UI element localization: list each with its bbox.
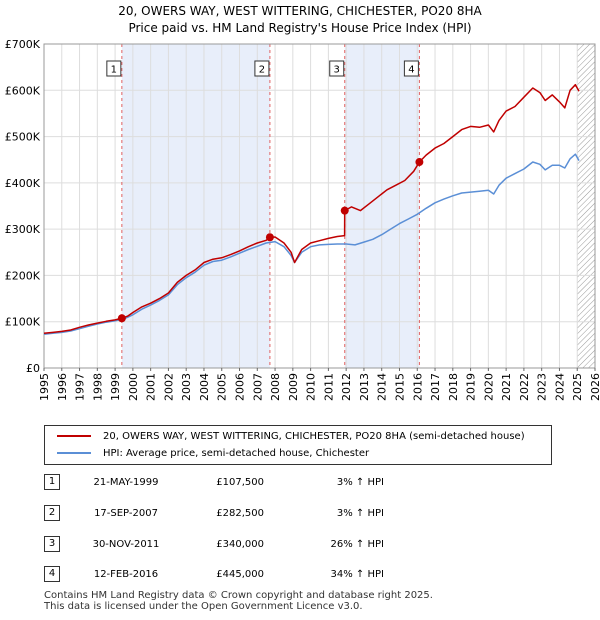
x-tick-label: 2005 bbox=[216, 373, 229, 401]
sale-point bbox=[117, 314, 126, 323]
x-tick-label: 2015 bbox=[393, 373, 406, 401]
x-tick-label: 2025 bbox=[571, 373, 584, 401]
x-tick-label: 1997 bbox=[74, 373, 87, 401]
transaction-row: 3 30-NOV-2011 £340,000 26% ↑ HPI bbox=[44, 536, 564, 554]
transaction-number: 4 bbox=[44, 566, 60, 582]
x-tick-label: 2023 bbox=[536, 373, 549, 401]
y-tick-label: £100K bbox=[5, 316, 41, 329]
y-tick-label: £500K bbox=[5, 131, 41, 144]
x-tick-label: 2011 bbox=[322, 373, 335, 401]
transaction-row: 1 21-MAY-1999 £107,500 3% ↑ HPI bbox=[44, 474, 564, 492]
transaction-price: £107,500 bbox=[216, 477, 264, 488]
sale-marker-box bbox=[254, 60, 270, 77]
legend-item-hpi: HPI: Average price, semi-detached house,… bbox=[57, 446, 369, 462]
x-tick-label: 2003 bbox=[180, 373, 193, 401]
x-tick-label: 2021 bbox=[500, 373, 513, 401]
x-tick-label: 2004 bbox=[198, 373, 211, 401]
footer-copyright: Contains HM Land Registry data © Crown c… bbox=[44, 590, 433, 601]
chart-title: 20, OWERS WAY, WEST WITTERING, CHICHESTE… bbox=[118, 4, 482, 18]
x-tick-label: 2008 bbox=[269, 373, 282, 401]
transaction-row: 4 12-FEB-2016 £445,000 34% ↑ HPI bbox=[44, 566, 564, 584]
y-tick-label: £700K bbox=[5, 38, 41, 51]
transaction-number: 2 bbox=[44, 505, 60, 521]
x-tick-label: 2019 bbox=[465, 373, 478, 401]
x-tick-label: 1996 bbox=[56, 373, 69, 401]
footer-notice: Contains HM Land Registry data © Crown c… bbox=[44, 590, 433, 612]
sale-point bbox=[415, 158, 424, 167]
sale-marker-box bbox=[403, 60, 419, 77]
sale-marker-box bbox=[329, 60, 345, 77]
footer-license: This data is licensed under the Open Gov… bbox=[44, 601, 363, 612]
legend-swatch-hpi bbox=[57, 452, 91, 454]
transaction-date: 21-MAY-1999 bbox=[93, 477, 159, 488]
y-tick-label: £0 bbox=[26, 362, 40, 375]
sale-marker-label: 1 bbox=[111, 65, 117, 76]
legend-label-hpi: HPI: Average price, semi-detached house,… bbox=[103, 448, 370, 459]
legend: 20, OWERS WAY, WEST WITTERING, CHICHESTE… bbox=[44, 425, 552, 465]
forecast-hatch bbox=[577, 44, 595, 368]
x-tick-label: 2022 bbox=[518, 373, 531, 401]
transaction-price: £282,500 bbox=[216, 508, 264, 519]
x-tick-label: 1995 bbox=[38, 373, 51, 401]
legend-label-property: 20, OWERS WAY, WEST WITTERING, CHICHESTE… bbox=[103, 431, 525, 442]
sale-point bbox=[265, 233, 274, 242]
x-tick-label: 1998 bbox=[91, 373, 104, 401]
sale-marker-label: 4 bbox=[408, 65, 414, 76]
hpi-line bbox=[43, 153, 580, 335]
x-tick-label: 2007 bbox=[251, 373, 264, 401]
y-tick-label: £300K bbox=[5, 223, 41, 236]
y-tick-label: £200K bbox=[5, 269, 41, 282]
x-tick-label: 2010 bbox=[305, 373, 318, 401]
transaction-date: 17-SEP-2007 bbox=[94, 508, 158, 519]
transaction-hpi: 26% ↑ HPI bbox=[330, 539, 384, 550]
transaction-row: 2 17-SEP-2007 £282,500 3% ↑ HPI bbox=[44, 505, 564, 523]
x-tick-label: 2006 bbox=[234, 373, 247, 401]
x-tick-label: 2009 bbox=[287, 373, 300, 401]
property-price-line bbox=[43, 83, 580, 335]
chart-subtitle: Price paid vs. HM Land Registry's House … bbox=[128, 21, 472, 35]
transaction-price: £445,000 bbox=[216, 569, 264, 580]
legend-item-property: 20, OWERS WAY, WEST WITTERING, CHICHESTE… bbox=[57, 429, 525, 445]
sale-marker-label: 3 bbox=[334, 65, 340, 76]
x-tick-label: 2020 bbox=[482, 373, 495, 401]
transaction-hpi: 3% ↑ HPI bbox=[336, 508, 384, 519]
x-tick-label: 2018 bbox=[447, 373, 460, 401]
sale-marker-box bbox=[106, 60, 122, 77]
transaction-number: 1 bbox=[44, 474, 60, 490]
y-tick-label: £600K bbox=[5, 84, 41, 97]
x-tick-label: 2017 bbox=[429, 373, 442, 401]
shaded-span bbox=[121, 44, 270, 368]
y-tick-label: £400K bbox=[5, 177, 41, 190]
x-tick-label: 2002 bbox=[162, 373, 175, 401]
sale-marker-label: 2 bbox=[259, 65, 265, 76]
price-chart: 1 2 3 4 £0 £100K £200K £300K £400K £500K £600K £700… bbox=[5, 38, 600, 401]
transaction-price: £340,000 bbox=[216, 539, 264, 550]
x-tick-label: 2001 bbox=[145, 373, 158, 401]
x-tick-label: 1999 bbox=[109, 373, 122, 401]
x-tick-label: 2013 bbox=[358, 373, 371, 401]
transaction-date: 12-FEB-2016 bbox=[93, 569, 159, 580]
transaction-date: 30-NOV-2011 bbox=[92, 539, 160, 550]
legend-swatch-property bbox=[57, 435, 91, 437]
x-tick-label: 2024 bbox=[553, 373, 566, 401]
x-tick-label: 2016 bbox=[411, 373, 424, 401]
transaction-number: 3 bbox=[44, 536, 60, 552]
sale-point bbox=[340, 206, 349, 215]
plot-border bbox=[43, 43, 596, 369]
transaction-hpi: 3% ↑ HPI bbox=[336, 477, 384, 488]
x-tick-label: 2000 bbox=[127, 373, 140, 401]
x-tick-label: 2014 bbox=[376, 373, 389, 401]
x-tick-label: 2026 bbox=[589, 373, 600, 401]
x-tick-label: 2012 bbox=[340, 373, 353, 401]
transaction-hpi: 34% ↑ HPI bbox=[330, 569, 384, 580]
